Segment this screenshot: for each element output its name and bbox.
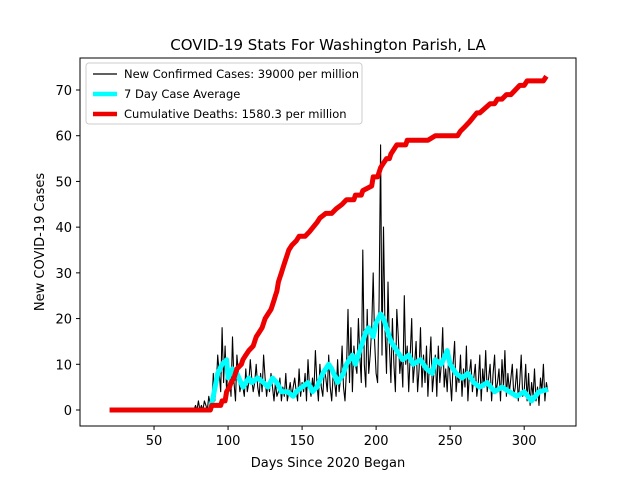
y-tick-label: 40	[55, 221, 72, 236]
y-axis-label: New COVID-19 Cases	[33, 173, 48, 311]
y-tick-label: 10	[55, 358, 72, 373]
axes: 50 100 150 200 250 300 0 10 20 30 40 50 60 70	[55, 57, 577, 449]
series-line-0	[109, 144, 549, 411]
x-tick-label: 300	[512, 434, 537, 449]
series-line-1	[109, 311, 549, 413]
y-tick-label: 20	[55, 313, 72, 328]
x-tick-label: 250	[438, 434, 463, 449]
legend-label-1: 7 Day Case Average	[124, 87, 240, 101]
x-axis-label: Days Since 2020 Began	[251, 456, 406, 471]
series-line-2	[109, 74, 549, 413]
y-tick-label: 70	[55, 84, 72, 99]
plot-area	[109, 74, 549, 413]
legend-label-0: New Confirmed Cases: 39000 per million	[124, 67, 359, 81]
y-tick-label: 30	[55, 267, 72, 282]
x-tick-label: 200	[364, 434, 389, 449]
y-tick-label: 0	[64, 404, 72, 419]
x-tick-label: 150	[290, 434, 315, 449]
chart-title: COVID-19 Stats For Washington Parish, LA	[170, 36, 486, 54]
x-tick-label: 50	[146, 434, 163, 449]
legend-box	[85, 62, 363, 125]
series-group	[109, 74, 549, 413]
legend-label-2: Cumulative Deaths: 1580.3 per million	[124, 107, 347, 121]
y-tick-label: 60	[55, 130, 72, 145]
y-tick-label: 50	[55, 175, 72, 190]
x-tick-label: 100	[216, 434, 241, 449]
plot-frame	[79, 57, 577, 427]
legend: New Confirmed Cases: 39000 per million 7 …	[85, 62, 363, 125]
